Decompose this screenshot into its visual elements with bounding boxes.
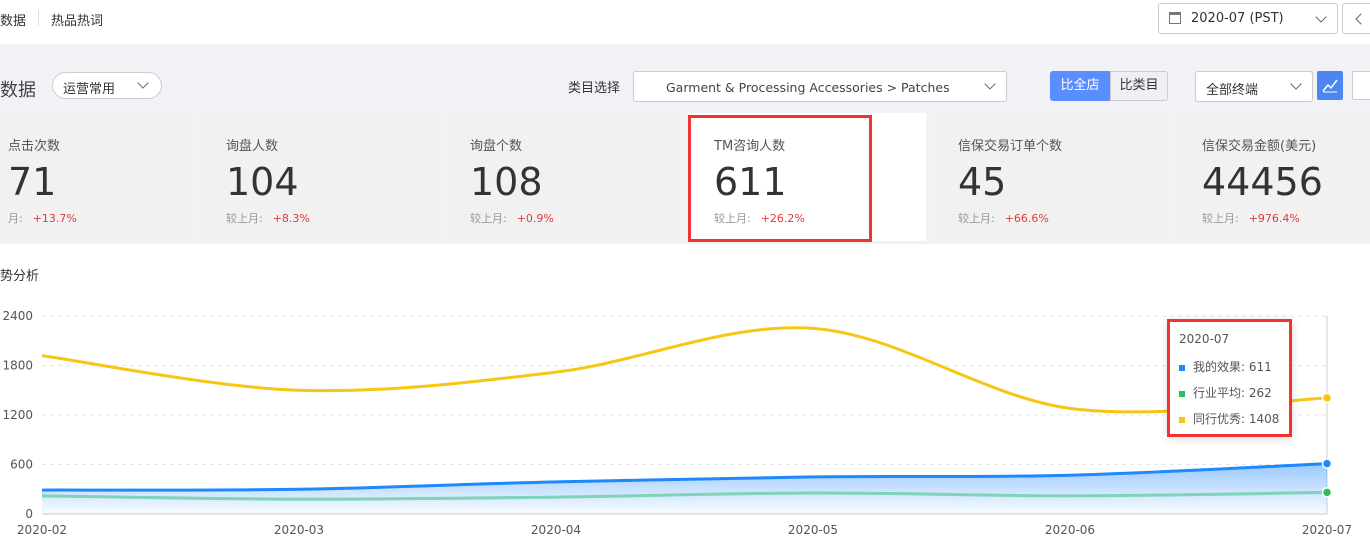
x-tick-label: 2020-03 (274, 523, 324, 537)
legend-dot-icon (1179, 416, 1185, 423)
x-tick-label: 2020-02 (17, 523, 67, 537)
metric-title: 询盘个数 (470, 139, 523, 154)
metric-value: 611 (714, 160, 787, 204)
series-line (41, 490, 1328, 501)
trend-chart: 0 600 1200 1800 2400 2020-02 2020-03 2020-04 202… (2, 309, 1352, 537)
legend-dot-icon (1179, 364, 1185, 371)
nav-tab-hot-words[interactable]: 热品热词 (51, 14, 104, 29)
series-line (41, 462, 1328, 492)
metric-card[interactable]: 信保交易订单个数 45 较上月: +66.6% (932, 113, 1170, 241)
metric-title: 点击次数 (8, 139, 61, 154)
preset-value: 运营常用 (63, 82, 116, 97)
category-value: Garment & Processing Accessories > Patch… (666, 80, 950, 95)
chevron-left-icon (1355, 13, 1367, 25)
metric-value: 104 (226, 160, 299, 204)
x-tick-label: 2020-05 (788, 523, 838, 537)
legend-dot-icon (1179, 390, 1185, 397)
y-tick-label: 0 (25, 507, 33, 521)
compare-category-button[interactable]: 比类目 (1110, 71, 1168, 101)
tooltip-item: 我的效果: 611 (1179, 358, 1289, 384)
terminal-value: 全部终端 (1206, 83, 1259, 98)
date-picker[interactable]: 2020-07 (PST) (1158, 3, 1338, 34)
x-tick-label: 2020-06 (1045, 523, 1095, 537)
series-area (42, 463, 1327, 514)
y-tick-label: 2400 (2, 309, 33, 323)
metric-title: TM咨询人数 (714, 139, 786, 154)
metric-change: 较上月: +26.2% (714, 212, 805, 225)
section-title: 数据 (0, 80, 36, 101)
highlight-box (688, 115, 872, 242)
line-chart-button[interactable] (1317, 71, 1343, 100)
tooltip-item: 行业平均: 262 (1179, 384, 1289, 410)
chevron-down-icon (984, 78, 996, 90)
metric-card[interactable]: 信保交易金额(美元) 44456 较上月: +976.4% (1176, 113, 1370, 241)
chevron-down-icon (1290, 78, 1302, 90)
metric-card[interactable]: TM咨询人数 611 较上月: +26.2% (688, 113, 926, 241)
top-bar (0, 0, 1370, 44)
y-tick-label: 600 (10, 458, 33, 472)
category-select[interactable]: Garment & Processing Accessories > Patch… (633, 71, 1007, 102)
chevron-down-icon (1315, 11, 1327, 23)
x-tick-label: 2020-04 (531, 523, 581, 537)
terminal-select[interactable]: 全部终端 (1195, 71, 1313, 102)
series-line (41, 326, 1328, 414)
table-view-button[interactable] (1352, 71, 1370, 100)
metric-card[interactable]: 询盘个数 108 较上月: +0.9% (444, 113, 682, 241)
nav-tab-data[interactable]: 数据 (0, 14, 27, 29)
metric-change: 较上月: +0.9% (470, 212, 554, 225)
metric-change: 较上月: +976.4% (1202, 212, 1300, 225)
chart-tooltip: 2020-07 我的效果: 611 行业平均: 262 同行优秀: 1408 (1167, 319, 1292, 437)
x-tick-label: 2020-07 (1302, 523, 1352, 537)
metric-change: 较上月: +66.6% (958, 212, 1049, 225)
trend-title: 势分析 (0, 269, 40, 284)
metric-change: 月: +13.7% (8, 212, 77, 225)
metric-value: 44456 (1202, 160, 1323, 204)
compare-store-button[interactable]: 比全店 (1050, 71, 1110, 101)
metric-title: 信保交易金额(美元) (1202, 139, 1317, 154)
metric-title: 信保交易订单个数 (958, 139, 1063, 154)
series-point (1321, 392, 1333, 404)
series-point (1321, 487, 1333, 498)
y-tick-label: 1800 (2, 359, 33, 373)
calendar-icon (1169, 12, 1181, 24)
line-chart-icon (1322, 79, 1338, 93)
preset-select[interactable]: 运营常用 (52, 72, 162, 99)
tooltip-title: 2020-07 (1179, 332, 1230, 346)
y-tick-label: 1200 (2, 408, 33, 422)
metric-value: 71 (8, 160, 57, 204)
metric-change: 较上月: +8.3% (226, 212, 310, 225)
metric-value: 108 (470, 160, 543, 204)
metric-card[interactable]: 点击次数 71 月: +13.7% (0, 113, 192, 241)
metric-card[interactable]: 询盘人数 104 较上月: +8.3% (200, 113, 438, 241)
metric-title: 询盘人数 (226, 139, 279, 154)
nav-divider (38, 10, 39, 26)
chevron-down-icon (137, 77, 149, 89)
prev-month-button[interactable] (1342, 3, 1370, 34)
category-label: 类目选择 (568, 81, 621, 96)
date-value: 2020-07 (PST) (1191, 11, 1284, 26)
tooltip-item: 同行优秀: 1408 (1179, 410, 1289, 436)
series-point (1321, 458, 1333, 469)
metric-value: 45 (958, 160, 1007, 204)
